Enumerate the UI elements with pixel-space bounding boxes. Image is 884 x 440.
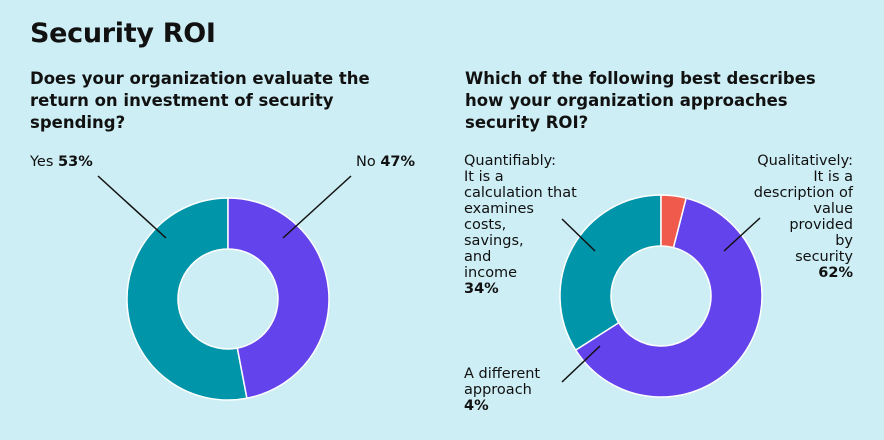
leader-line-yes	[97, 175, 167, 239]
donut-2-slice-2	[574, 197, 763, 398]
label-qualitatively-value: 62%	[818, 265, 853, 281]
label-yes-name: Yes	[30, 154, 54, 170]
label-different-line: approach	[464, 382, 532, 398]
label-yes-value: 53%	[58, 154, 93, 170]
donut-1-slice-2	[227, 197, 330, 400]
donut-chart-2	[559, 194, 763, 398]
donut-2-slice-3	[660, 194, 688, 249]
label-qualitatively-line: security	[795, 249, 853, 265]
label-no: No 47%	[356, 154, 415, 170]
label-quantifiably-line: income	[464, 265, 518, 281]
label-no-value: 47%	[380, 154, 416, 170]
label-qualitatively-line: description of	[753, 185, 853, 201]
label-quantifiably-line: savings,	[464, 233, 524, 249]
leader-line-qualitatively	[723, 217, 761, 252]
label-qualitatively-line: It is a	[813, 169, 853, 185]
label-qualitatively-line: by	[835, 233, 853, 249]
donut-1-slice-1	[126, 197, 248, 401]
leader-lines	[97, 175, 761, 383]
label-qualitatively: Qualitatively: It is a description of va…	[720, 153, 853, 281]
chart-1-question: Does your organization evaluate the retu…	[30, 69, 370, 132]
label-quantifiably-line: costs,	[464, 217, 507, 233]
donut-chart-1	[126, 197, 330, 401]
label-different-value: 4%	[464, 398, 489, 414]
donut-2-slice-1	[559, 194, 662, 352]
label-different: A different approach 4%	[464, 366, 584, 414]
label-yes: Yes 53%	[30, 154, 93, 170]
label-quantifiably: Quantifiably: It is a calculation that e…	[464, 153, 604, 297]
label-quantifiably-line: and	[464, 249, 492, 265]
label-quantifiably-value: 34%	[464, 281, 499, 297]
leader-line-no	[282, 175, 352, 239]
label-qualitatively-line: provided	[789, 217, 853, 233]
label-quantifiably-line: examines	[464, 201, 534, 217]
leader-line-different	[561, 345, 601, 383]
label-quantifiably-line: calculation that	[464, 185, 577, 201]
label-qualitatively-line: value	[813, 201, 853, 217]
leader-line-quantifiably	[561, 218, 596, 252]
label-no-name: No	[356, 154, 376, 170]
label-quantifiably-line: Quantifiably:	[464, 153, 557, 169]
page-title: Security ROI	[30, 18, 216, 49]
chart-2-question: Which of the following best describes ho…	[465, 69, 816, 132]
label-qualitatively-line: Qualitatively:	[757, 153, 853, 169]
label-different-line: A different	[464, 366, 541, 382]
label-quantifiably-line: It is a	[464, 169, 504, 185]
